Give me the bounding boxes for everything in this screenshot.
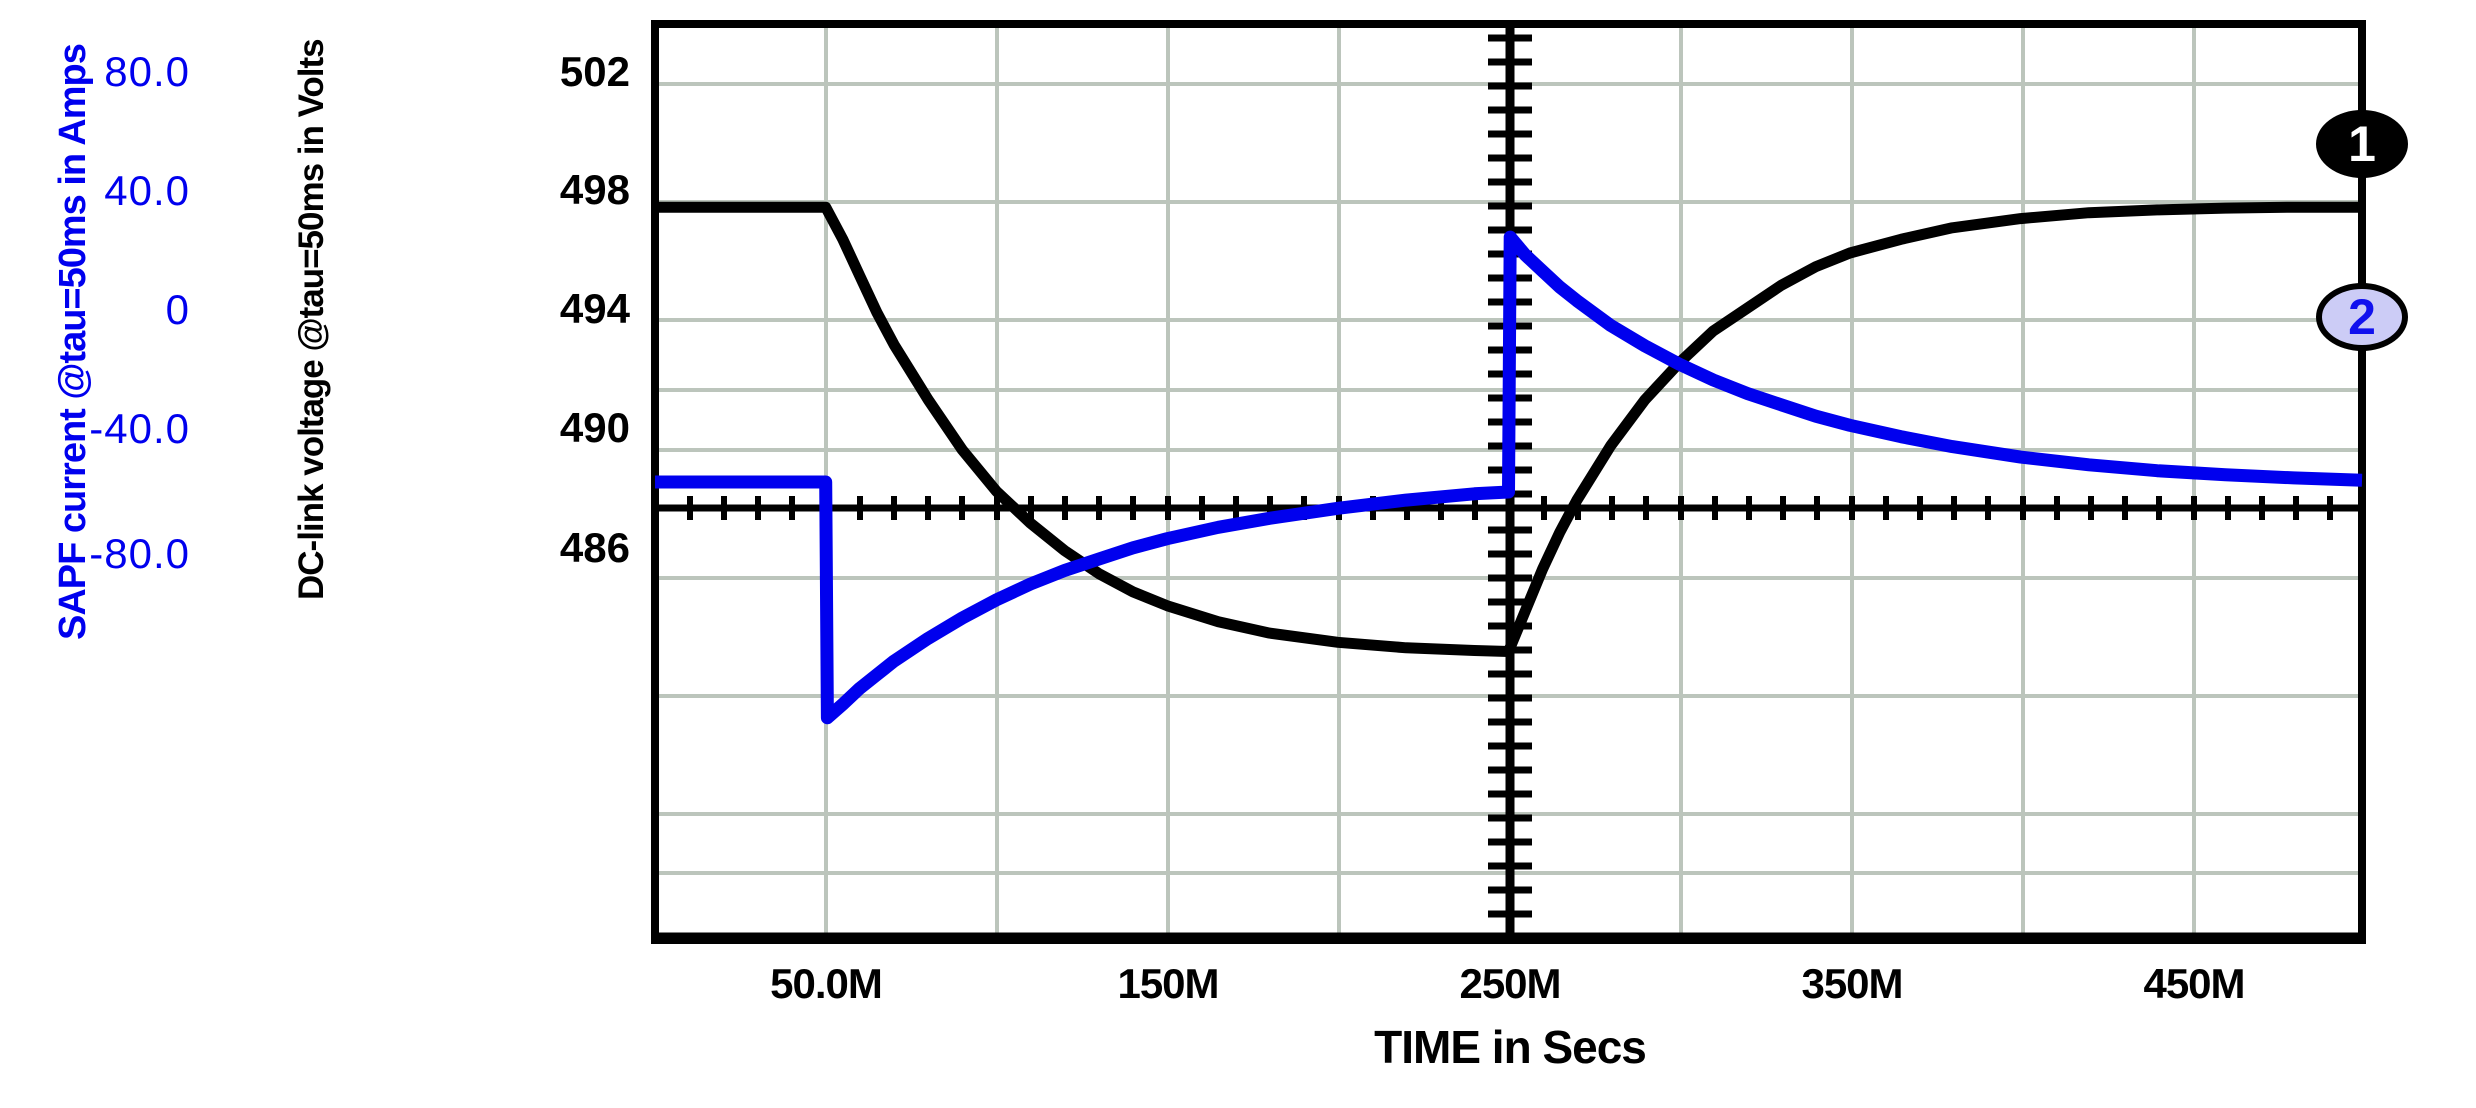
x-tick-350M: 350M (1801, 960, 1903, 1007)
y-tick-volts-494: 494 (559, 285, 630, 332)
x-tick-150M: 150M (1117, 960, 1219, 1007)
x-tick-50M: 50.0M (770, 960, 883, 1007)
x-axis-title: TIME in Secs (1374, 1021, 1647, 1073)
y-tick-volts-502: 502 (559, 48, 630, 95)
y-tick-amps-0: 0 (165, 286, 190, 333)
trace-sapf-current (655, 230, 2363, 725)
trace-marker-1[interactable]: 1 (2316, 110, 2408, 178)
y-tick-amps-neg80: -80.0 (89, 530, 190, 577)
y-tick-amps-80: 80.0 (104, 48, 190, 95)
y-tick-volts-498: 498 (559, 166, 630, 213)
y-tick-volts-490: 490 (559, 404, 630, 451)
x-tick-450M: 450M (2143, 960, 2245, 1007)
trace-dclink-voltage (655, 201, 2362, 657)
x-axis-minor-ticks (687, 496, 2333, 520)
trace-marker-2[interactable]: 2 (2316, 283, 2408, 351)
y-tick-amps-40: 40.0 (104, 167, 190, 214)
x-tick-250M: 250M (1459, 960, 1561, 1007)
y-tick-volts-486: 486 (559, 524, 630, 571)
y-tick-amps-neg40: -40.0 (89, 405, 190, 452)
